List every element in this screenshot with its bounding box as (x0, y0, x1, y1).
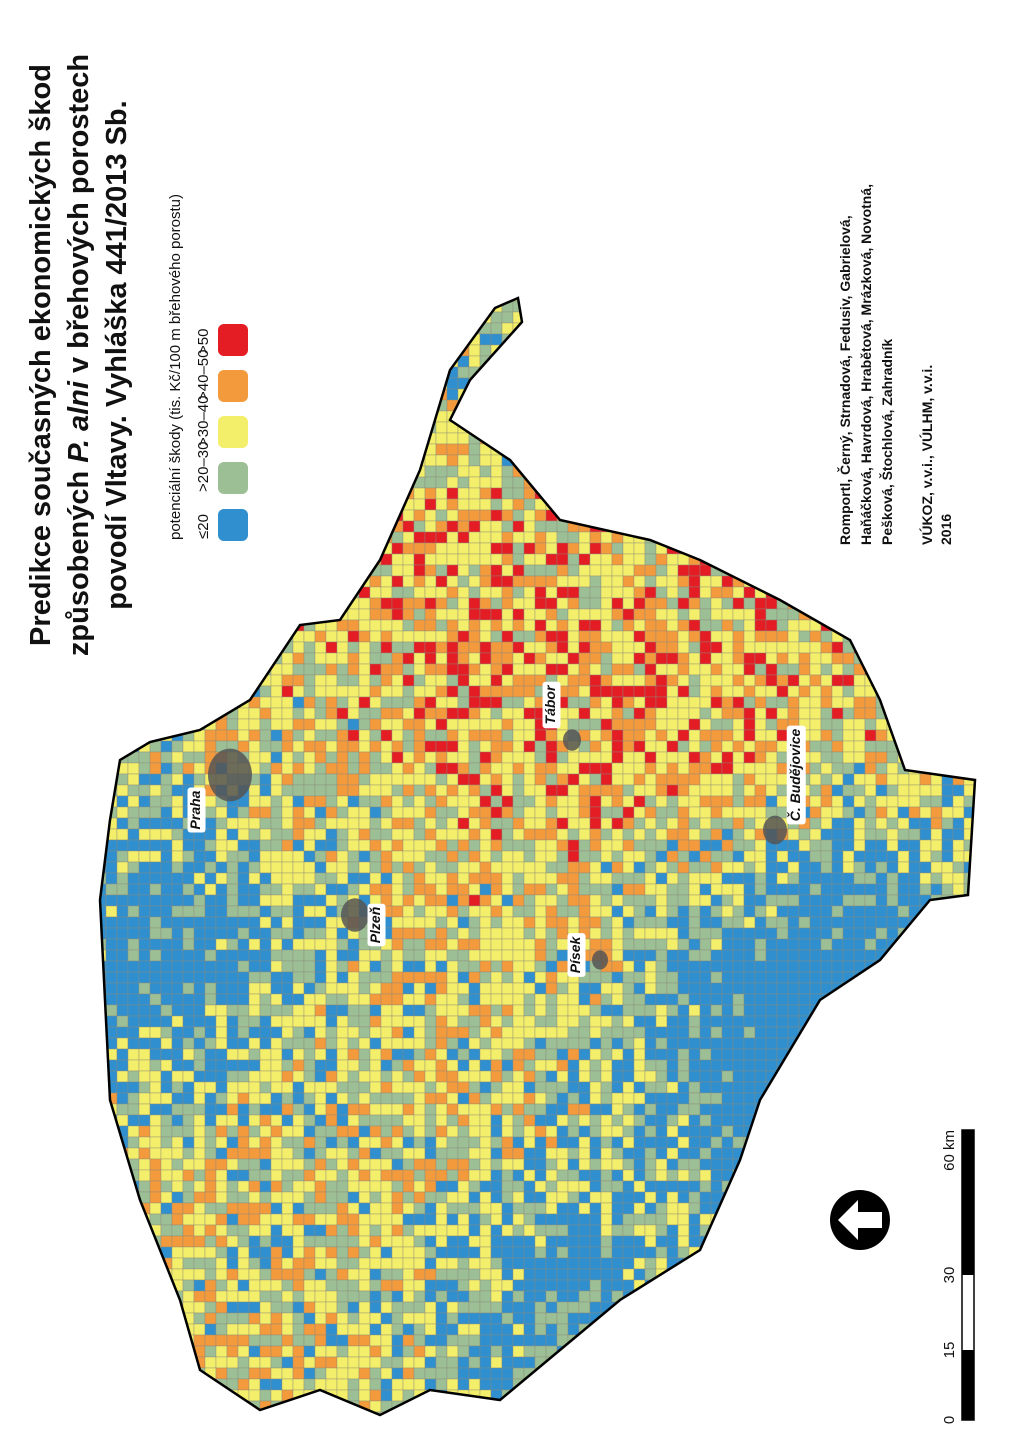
legend-swatch (218, 370, 248, 402)
legend-title: potenciální škody (tis. Kč/100 m břehové… (167, 194, 184, 540)
scale-label: 60 km (941, 1130, 958, 1171)
author-line: Pešková, Štochlová, Zahradník (878, 339, 895, 545)
city-area (563, 729, 581, 751)
city-area (208, 749, 252, 802)
title-line: Predikce současných ekonomických škod (25, 64, 57, 646)
legend-swatch (218, 509, 248, 541)
legend-swatch (218, 416, 248, 448)
title-line: způsobených P. alni v břehových porostec… (63, 54, 95, 656)
title-part: P. alni (63, 380, 95, 463)
scale-label: 15 (941, 1342, 958, 1359)
title-part: povodí Vltavy. Vyhláška 441/2013 Sb. (101, 100, 133, 609)
city-label: Písek (567, 935, 583, 973)
title-line: povodí Vltavy. Vyhláška 441/2013 Sb. (101, 100, 133, 609)
city-label: Č. Budějovice (786, 729, 803, 822)
city-area (592, 950, 608, 969)
legend-label: >50 (195, 329, 212, 354)
city-label: Praha (187, 790, 203, 829)
city-label: Plzeň (367, 907, 383, 944)
city-area (763, 816, 787, 845)
legend-label: >20–30 (195, 442, 212, 492)
author-line: Romportl, Černý, Strnadová, Fedusiv, Gab… (836, 215, 853, 545)
title-part: Predikce současných ekonomických škod (25, 64, 57, 646)
legend-label: >40–50 (195, 350, 212, 400)
legend-label: >30–40 (195, 396, 212, 446)
scale-label: 0 (941, 1416, 958, 1424)
scale-label: 30 (941, 1267, 958, 1284)
institution-line: VÚKOZ, v.v.i., VÚLHM, v.v.i. (918, 365, 935, 545)
scale-bar (962, 1130, 974, 1420)
north-arrow (830, 1190, 890, 1250)
city-label: Tábor (542, 684, 558, 724)
city-area (341, 898, 369, 932)
legend-swatch (218, 324, 248, 356)
author-line: Haňáčková, Havrdová, Hrabětová, Mrázková… (858, 184, 874, 545)
legend-label: ≤20 (195, 514, 212, 539)
title-part: v břehových porostech (63, 54, 95, 381)
institution-line: 2016 (938, 514, 954, 545)
legend-swatch (218, 462, 248, 494)
title-part: způsobených (63, 463, 95, 656)
